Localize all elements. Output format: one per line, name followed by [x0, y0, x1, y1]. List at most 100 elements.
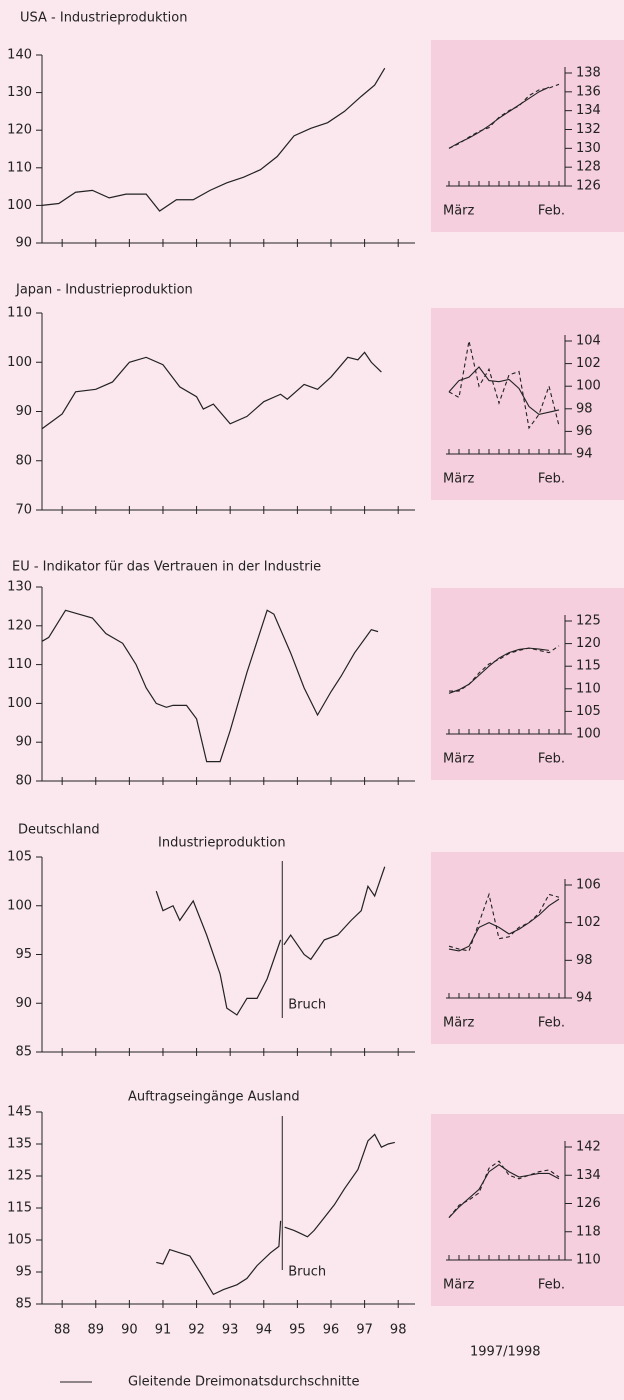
y-tick-label: 130 — [7, 580, 32, 595]
y-tick-label: 105 — [7, 850, 32, 865]
y-tick-label: 126 — [576, 1196, 601, 1211]
chart-title: Industrieproduktion — [158, 836, 286, 851]
x-tick-label: März — [443, 752, 475, 767]
y-tick-label: 105 — [7, 1233, 32, 1248]
x-tick-label: 96 — [323, 1323, 340, 1338]
y-tick-label: 100 — [576, 379, 601, 394]
y-tick-label: 80 — [15, 774, 32, 789]
data-line — [448, 892, 560, 952]
x-tick-label: 97 — [356, 1323, 373, 1338]
data-line — [156, 1220, 282, 1296]
x-tick-label: Feb. — [538, 1278, 565, 1293]
data-line — [449, 645, 560, 692]
y-tick-label: 115 — [576, 659, 601, 674]
y-tick-label: 100 — [7, 198, 32, 213]
data-line — [284, 1133, 395, 1238]
data-line — [448, 83, 560, 149]
y-tick-label: 98 — [576, 401, 593, 416]
data-line — [41, 351, 382, 430]
annotation: Bruch — [288, 1265, 326, 1280]
y-tick-label: 70 — [15, 503, 32, 518]
x-tick-label: 92 — [188, 1323, 205, 1338]
y-tick-label: 125 — [576, 614, 601, 629]
y-tick-label: 100 — [7, 696, 32, 711]
x-tick-label: 88 — [54, 1323, 71, 1338]
y-tick-label: 120 — [7, 123, 32, 138]
x-tick-label: Feb. — [538, 1016, 565, 1031]
data-line — [448, 340, 560, 430]
y-tick-label: 134 — [576, 103, 601, 118]
data-line — [155, 890, 282, 1016]
y-tick-label: 100 — [576, 727, 601, 742]
section-title: Deutschland — [18, 823, 100, 838]
y-tick-label: 140 — [7, 48, 32, 63]
legend-label: Gleitende Dreimonatsdurchschnitte — [128, 1375, 360, 1390]
chart-title: EU - Indikator für das Vertrauen in der … — [12, 560, 321, 575]
y-tick-label: 90 — [15, 996, 32, 1011]
data-line — [41, 609, 379, 763]
y-tick-label: 120 — [7, 618, 32, 633]
x-tick-label: 93 — [222, 1323, 239, 1338]
y-tick-label: 80 — [15, 453, 32, 468]
x-tick-label: März — [443, 1016, 475, 1031]
x-tick-label: 94 — [256, 1323, 273, 1338]
x-tick-label: Feb. — [538, 472, 565, 487]
inset-panel — [431, 852, 624, 1044]
chart-title: Japan - Industrieproduktion — [15, 283, 193, 298]
y-tick-label: 104 — [576, 334, 601, 349]
y-tick-label: 106 — [576, 878, 601, 893]
y-tick-label: 136 — [576, 84, 601, 99]
y-tick-label: 135 — [7, 1137, 32, 1152]
x-tick-label: März — [443, 1278, 475, 1293]
y-tick-label: 90 — [15, 735, 32, 750]
y-tick-label: 126 — [576, 179, 601, 194]
y-tick-label: 98 — [576, 953, 593, 968]
x-tick-label: März — [443, 472, 475, 487]
y-tick-label: 128 — [576, 160, 601, 175]
x-tick-label: Feb. — [538, 204, 565, 219]
y-tick-label: 120 — [576, 636, 601, 651]
data-line — [448, 86, 550, 149]
x-tick-label: Feb. — [538, 752, 565, 767]
data-line — [283, 866, 386, 961]
y-tick-label: 110 — [7, 306, 32, 321]
y-tick-label: 110 — [7, 160, 32, 175]
y-tick-label: 130 — [7, 85, 32, 100]
inset-panel — [431, 588, 624, 780]
y-tick-label: 142 — [576, 1140, 601, 1155]
inset-panel — [431, 1114, 624, 1306]
y-tick-label: 90 — [15, 404, 32, 419]
y-tick-label: 85 — [15, 1297, 32, 1312]
y-tick-label: 125 — [7, 1169, 32, 1184]
y-tick-label: 138 — [576, 66, 601, 81]
y-tick-label: 102 — [576, 915, 601, 930]
y-tick-label: 110 — [576, 681, 601, 696]
chart-title: Auftragseingänge Ausland — [128, 1090, 300, 1105]
data-line — [448, 647, 550, 694]
data-line — [448, 1160, 560, 1218]
y-tick-label: 145 — [7, 1105, 32, 1120]
y-tick-label: 95 — [15, 1265, 32, 1280]
x-tick-label: 98 — [390, 1323, 407, 1338]
y-tick-label: 110 — [7, 657, 32, 672]
data-line — [448, 898, 560, 952]
x-tick-label: 91 — [155, 1323, 172, 1338]
y-tick-label: 90 — [15, 236, 32, 251]
y-tick-label: 96 — [576, 424, 593, 439]
x-tick-label: 89 — [87, 1323, 104, 1338]
data-line — [41, 67, 386, 212]
chart-title: USA - Industrieproduktion — [20, 11, 187, 26]
y-tick-label: 134 — [576, 1168, 601, 1183]
x-tick-label: 95 — [289, 1323, 306, 1338]
y-tick-label: 130 — [576, 141, 601, 156]
y-tick-label: 100 — [7, 898, 32, 913]
annotation: Bruch — [288, 998, 326, 1013]
y-tick-label: 102 — [576, 356, 601, 371]
y-tick-label: 85 — [15, 1045, 32, 1060]
inset-panel — [431, 40, 624, 232]
x-tick-label: März — [443, 204, 475, 219]
y-tick-label: 132 — [576, 122, 601, 137]
period-label: 1997/1998 — [470, 1345, 541, 1360]
